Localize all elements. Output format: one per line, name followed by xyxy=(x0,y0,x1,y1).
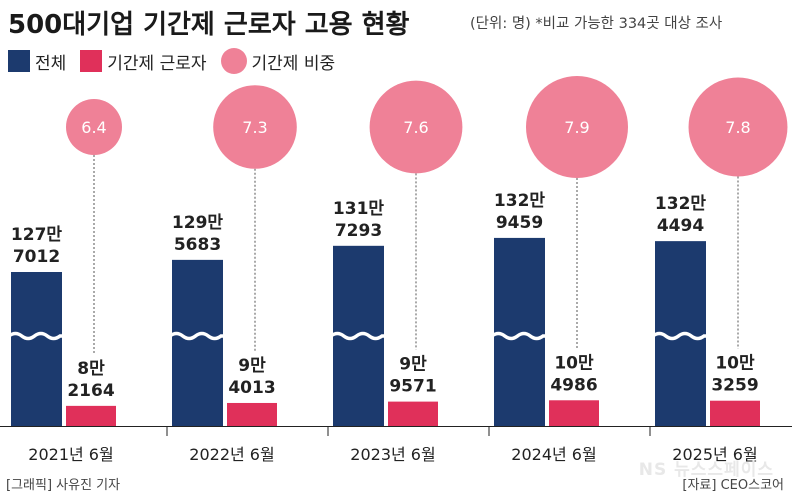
legend-swatch-contract xyxy=(80,50,103,72)
contract-value-label: 9571 xyxy=(389,377,436,397)
bar-total xyxy=(494,237,545,426)
total-value-label: 127만 xyxy=(11,225,62,245)
total-value-label: 129만 xyxy=(172,213,223,233)
ratio-bubble xyxy=(66,99,122,155)
total-value-label: 7012 xyxy=(13,247,60,267)
bar-contract xyxy=(710,400,760,426)
ratio-bubble xyxy=(369,80,463,174)
ratio-label: 7.6 xyxy=(403,118,428,137)
contract-value-label: 2164 xyxy=(67,381,114,401)
contract-value-label: 8만 xyxy=(77,359,105,379)
ratio-bubble xyxy=(688,77,788,177)
x-tick-label: 2021년 6월 xyxy=(28,445,113,464)
x-tick-label: 2022년 6월 xyxy=(189,445,274,464)
total-value-label: 7293 xyxy=(335,221,382,241)
contract-value-label: 4986 xyxy=(550,375,597,395)
total-value-label: 5683 xyxy=(174,235,221,255)
axis-break-icon xyxy=(490,331,545,341)
legend-item-total: 전체 xyxy=(8,49,66,74)
axis-break-icon xyxy=(651,331,706,341)
x-tick-label: 2024년 6월 xyxy=(511,445,596,464)
contract-value-label: 9만 xyxy=(399,355,427,375)
axis-break-icon xyxy=(168,331,223,341)
total-value-label: 4494 xyxy=(657,216,704,236)
bar-contract xyxy=(227,402,277,426)
legend: 전체 기간제 근로자 기간제 비중 xyxy=(8,48,349,74)
x-tick-label: 2025년 6월 xyxy=(672,445,757,464)
contract-value-label: 4013 xyxy=(228,378,275,398)
chart-title: 500대기업 기간제 근로자 고용 현황 xyxy=(8,10,410,40)
ratio-bubble xyxy=(526,76,628,178)
contract-value-label: 9만 xyxy=(238,356,266,376)
bar-contract xyxy=(388,401,438,426)
total-value-label: 132만 xyxy=(655,194,706,214)
legend-swatch-ratio xyxy=(220,48,247,74)
bar-contract xyxy=(549,400,599,426)
legend-label-ratio: 기간제 비중 xyxy=(251,53,336,74)
total-value-label: 132만 xyxy=(494,191,545,211)
watermark: NS 뉴스스페이스 xyxy=(638,460,774,480)
bar-contract xyxy=(66,405,116,426)
data-source: [자료] CEO스코어 xyxy=(682,478,784,493)
bar-total xyxy=(11,272,62,426)
total-value-label: 131만 xyxy=(333,199,384,219)
total-value-label: 9459 xyxy=(496,213,543,233)
ratio-bubble xyxy=(213,85,297,169)
bar-total xyxy=(172,259,223,426)
contract-value-label: 10만 xyxy=(715,354,755,374)
legend-item-contract: 기간제 근로자 xyxy=(80,49,207,74)
unit-note: (단위: 명) *비교 가능한 334곳 대상 조사 xyxy=(470,16,723,32)
ratio-label: 7.9 xyxy=(564,118,589,137)
ratio-label: 7.3 xyxy=(242,118,267,137)
axis-break-icon xyxy=(329,331,384,341)
legend-item-ratio: 기간제 비중 xyxy=(220,48,336,74)
x-tick-label: 2023년 6월 xyxy=(350,445,435,464)
ratio-label: 7.8 xyxy=(725,118,750,137)
graphic-credit: [그래픽] 사유진 기자 xyxy=(6,478,121,493)
contract-value-label: 3259 xyxy=(711,376,758,396)
ratio-label: 6.4 xyxy=(81,118,106,137)
contract-value-label: 10만 xyxy=(554,353,594,373)
legend-swatch-total xyxy=(8,50,30,72)
legend-label-contract: 기간제 근로자 xyxy=(107,53,207,74)
legend-label-total: 전체 xyxy=(35,53,67,74)
axis-break-icon xyxy=(7,331,62,341)
